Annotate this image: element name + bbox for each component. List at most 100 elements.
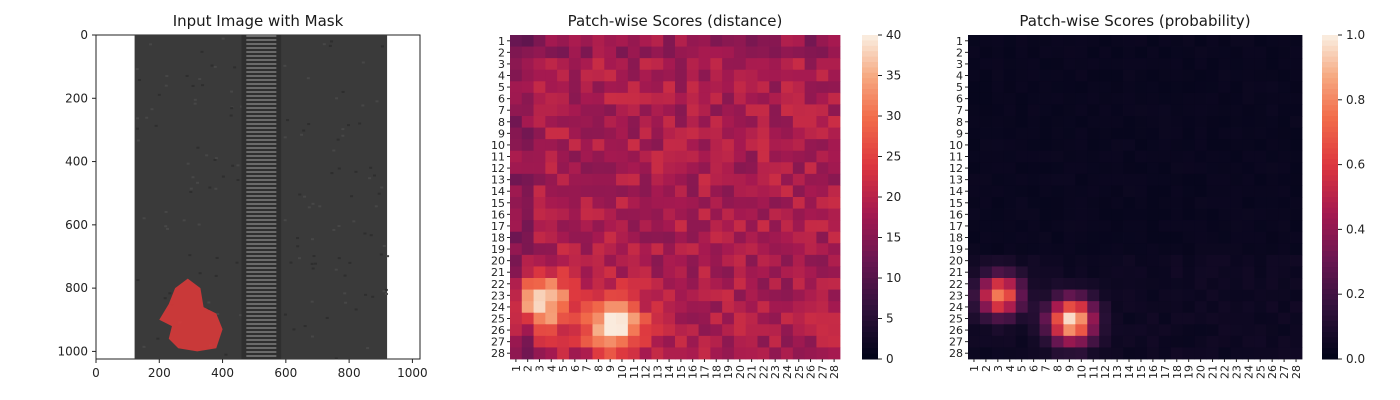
heatmap-cell [1242,301,1255,314]
heatmap-cell [722,312,735,325]
heatmap-cell [1111,81,1124,94]
heatmap-cell [1218,81,1231,94]
heatmap-cell [1242,335,1255,348]
colorbar-segment [862,56,878,63]
x-tick-label: 2 [980,365,993,372]
heatmap-cell [557,46,570,59]
colorbar-segment [862,72,878,79]
fabric-texture [236,179,240,182]
heatmap-cell [698,173,711,186]
heatmap-cell [545,301,558,314]
heatmap-cell [792,197,806,209]
heatmap-cell [521,266,534,279]
zipper-tooth [246,195,277,197]
heatmap-cell [792,324,806,337]
heatmap-cell [1111,104,1124,117]
heatmap-cell [545,46,558,59]
colorbar-segment [1322,321,1338,328]
heatmap-cell [1290,104,1303,117]
heatmap-cell [545,220,558,233]
heatmap-cell [686,116,699,128]
heatmap-cell [604,173,617,186]
heatmap-cell [1087,197,1100,209]
heatmap-cell [1278,185,1291,198]
heatmap-cell [1290,301,1303,314]
heatmap-cell [1003,324,1017,337]
x-tick-label: 19 [1183,365,1196,379]
heatmap-cell [521,139,534,152]
y-tick-label: 10 [949,139,963,152]
heatmap-cell [1039,220,1052,233]
zipper-tooth [246,115,277,117]
heatmap-cell [1266,46,1279,59]
x-tick-label: 20 [734,365,747,379]
heatmap-cell [1170,335,1184,348]
x-tick-label: 28 [1290,365,1303,379]
fabric-texture [300,133,304,136]
heatmap-cell [521,35,534,47]
colorbar-tick-label: 15 [886,231,901,245]
heatmap-cell [1087,35,1100,47]
heatmap-cell [1194,116,1207,128]
heatmap-cell [663,116,676,128]
fabric-texture [207,301,211,304]
heatmap-cell [1254,289,1267,302]
heatmap-cell [616,116,629,128]
fabric-texture [337,225,341,228]
heatmap-cell [968,46,981,59]
heatmap-cell [745,231,758,244]
heatmap-cell [663,266,676,279]
heatmap-cell [1015,127,1029,140]
heatmap-cell [792,289,806,302]
fabric-texture [332,228,336,231]
heatmap-cell [991,278,1005,290]
heatmap-cell [1003,81,1017,94]
heatmap-cell [979,208,993,221]
heatmap-cell [568,289,582,302]
heatmap-cell [1135,69,1148,82]
heatmap-cell [828,185,841,198]
heatmap-cell [745,289,758,302]
heatmap-cell [1135,127,1148,140]
heatmap-cell [816,173,829,186]
heatmap-cell [627,266,641,279]
heatmap-cell [568,301,582,314]
heatmap-cell [1087,46,1100,59]
heatmap-cell [675,35,688,47]
heatmap-cell [1278,35,1291,47]
probability-heatmap-x-axis: 1234567891011121314151617181920212223242… [968,359,1303,379]
heatmap-cell [1111,197,1124,209]
heatmap-cell [1194,197,1207,209]
heatmap-cell [745,173,758,186]
heatmap-cell [1063,289,1076,302]
heatmap-cell [1290,185,1303,198]
fabric-texture [337,257,341,260]
x-tick-label: 600 [274,366,297,380]
heatmap-cell [979,127,993,140]
heatmap-cell [781,347,794,360]
heatmap-cell [651,335,664,348]
heatmap-cell [979,266,993,279]
heatmap-cell [757,254,770,267]
heatmap-cell [733,127,747,140]
heatmap-cell [686,46,699,59]
heatmap-cell [769,127,782,140]
heatmap-cell [1254,81,1267,94]
heatmap-cell [698,254,711,267]
heatmap-cell [1194,312,1207,325]
heatmap-cell [521,162,534,175]
heatmap-cell [580,231,593,244]
y-tick-label: 21 [491,266,505,279]
heatmap-cell [757,185,770,198]
heatmap-cell [545,81,558,94]
heatmap-cell [698,46,711,59]
fabric-texture [371,295,375,298]
heatmap-cell [604,197,617,209]
heatmap-cell [1218,197,1231,209]
heatmap-cell [816,266,829,279]
heatmap-cell [816,35,829,47]
y-tick-label: 400 [65,155,88,169]
x-tick-label: 14 [1123,365,1136,379]
heatmap-cell [616,139,629,152]
heatmap-cell [1218,220,1231,233]
